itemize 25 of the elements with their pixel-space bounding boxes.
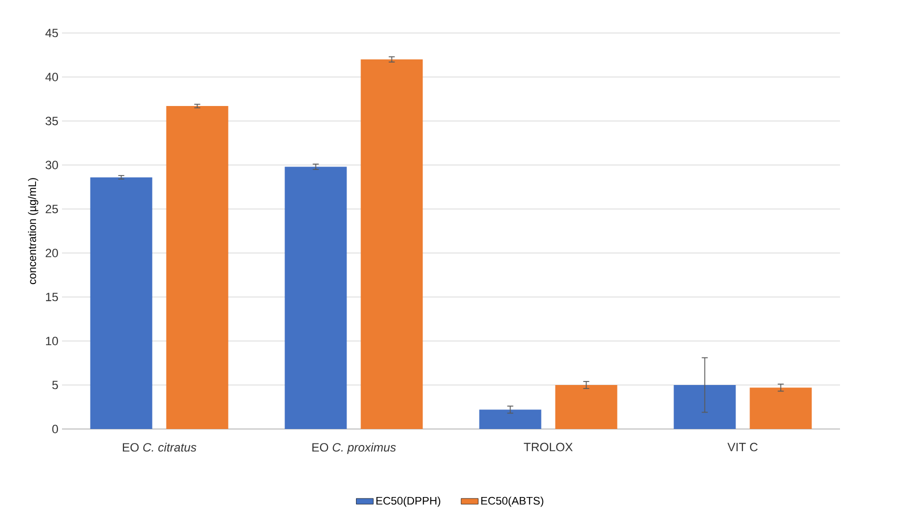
bar <box>284 166 347 429</box>
bar <box>750 388 812 429</box>
bar <box>90 177 152 429</box>
x-tick-label: EO C. proximus <box>312 442 396 454</box>
y-tick-label: 5 <box>52 380 58 390</box>
y-tick-label: 35 <box>46 116 58 126</box>
legend-label: EC50(DPPH) <box>376 496 440 507</box>
y-tick-label: 20 <box>46 248 58 258</box>
x-tick-label: EO C. citratus <box>122 442 196 452</box>
y-tick-label: 0 <box>52 424 58 434</box>
y-tick-label: 40 <box>45 72 58 82</box>
legend-label: EC50(ABTS) <box>481 496 544 507</box>
x-tick-label: TROLOX <box>524 442 573 452</box>
y-tick-label: 30 <box>46 160 58 170</box>
y-tick-label: 10 <box>46 336 58 346</box>
y-tick-label: 25 <box>46 204 58 214</box>
bar <box>674 385 736 429</box>
y-axis-title: concentration (µg/mL) <box>28 178 38 284</box>
y-tick-label: 15 <box>46 292 58 302</box>
bar <box>360 59 423 429</box>
bar <box>166 106 228 429</box>
y-tick-label: 45 <box>45 28 58 38</box>
bar <box>555 385 618 429</box>
x-tick-label: VIT C <box>727 442 758 452</box>
bar <box>479 410 542 429</box>
